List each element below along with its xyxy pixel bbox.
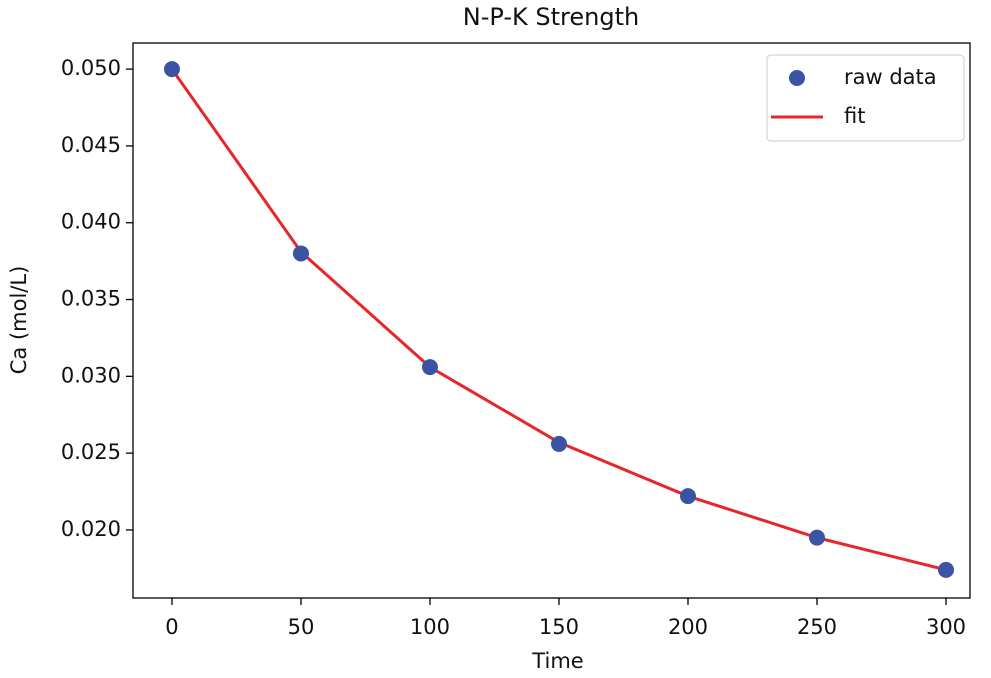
data-point bbox=[292, 245, 309, 262]
y-tick-label: 0.035 bbox=[61, 287, 121, 311]
chart-title: N-P-K Strength bbox=[463, 3, 639, 31]
y-tick-label: 0.050 bbox=[61, 56, 121, 80]
fit-line bbox=[170, 68, 947, 572]
x-tick-label: 250 bbox=[797, 615, 837, 639]
legend-label: fit bbox=[844, 104, 865, 128]
data-point bbox=[421, 359, 438, 376]
legend-marker bbox=[789, 70, 805, 86]
x-tick-label: 100 bbox=[410, 615, 450, 639]
data-point bbox=[550, 435, 567, 452]
y-tick-label: 0.040 bbox=[61, 210, 121, 234]
y-tick-label: 0.045 bbox=[61, 133, 121, 157]
data-point bbox=[808, 529, 825, 546]
legend-label: raw data bbox=[844, 65, 937, 89]
plot-frame bbox=[132, 42, 971, 599]
x-tick-label: 300 bbox=[926, 615, 966, 639]
y-tick-label: 0.030 bbox=[61, 363, 121, 387]
x-tick-label: 150 bbox=[539, 615, 579, 639]
x-axis-label: Time bbox=[531, 649, 583, 673]
y-tick-label: 0.020 bbox=[61, 517, 121, 541]
data-point bbox=[163, 61, 180, 78]
y-tick-label: 0.025 bbox=[61, 440, 121, 464]
x-tick-label: 200 bbox=[668, 615, 708, 639]
x-tick-label: 0 bbox=[165, 615, 178, 639]
data-point bbox=[679, 488, 696, 505]
x-tick-label: 50 bbox=[288, 615, 315, 639]
data-point bbox=[938, 561, 955, 578]
y-axis-label: Ca (mol/L) bbox=[7, 266, 31, 375]
legend-box bbox=[766, 54, 965, 142]
